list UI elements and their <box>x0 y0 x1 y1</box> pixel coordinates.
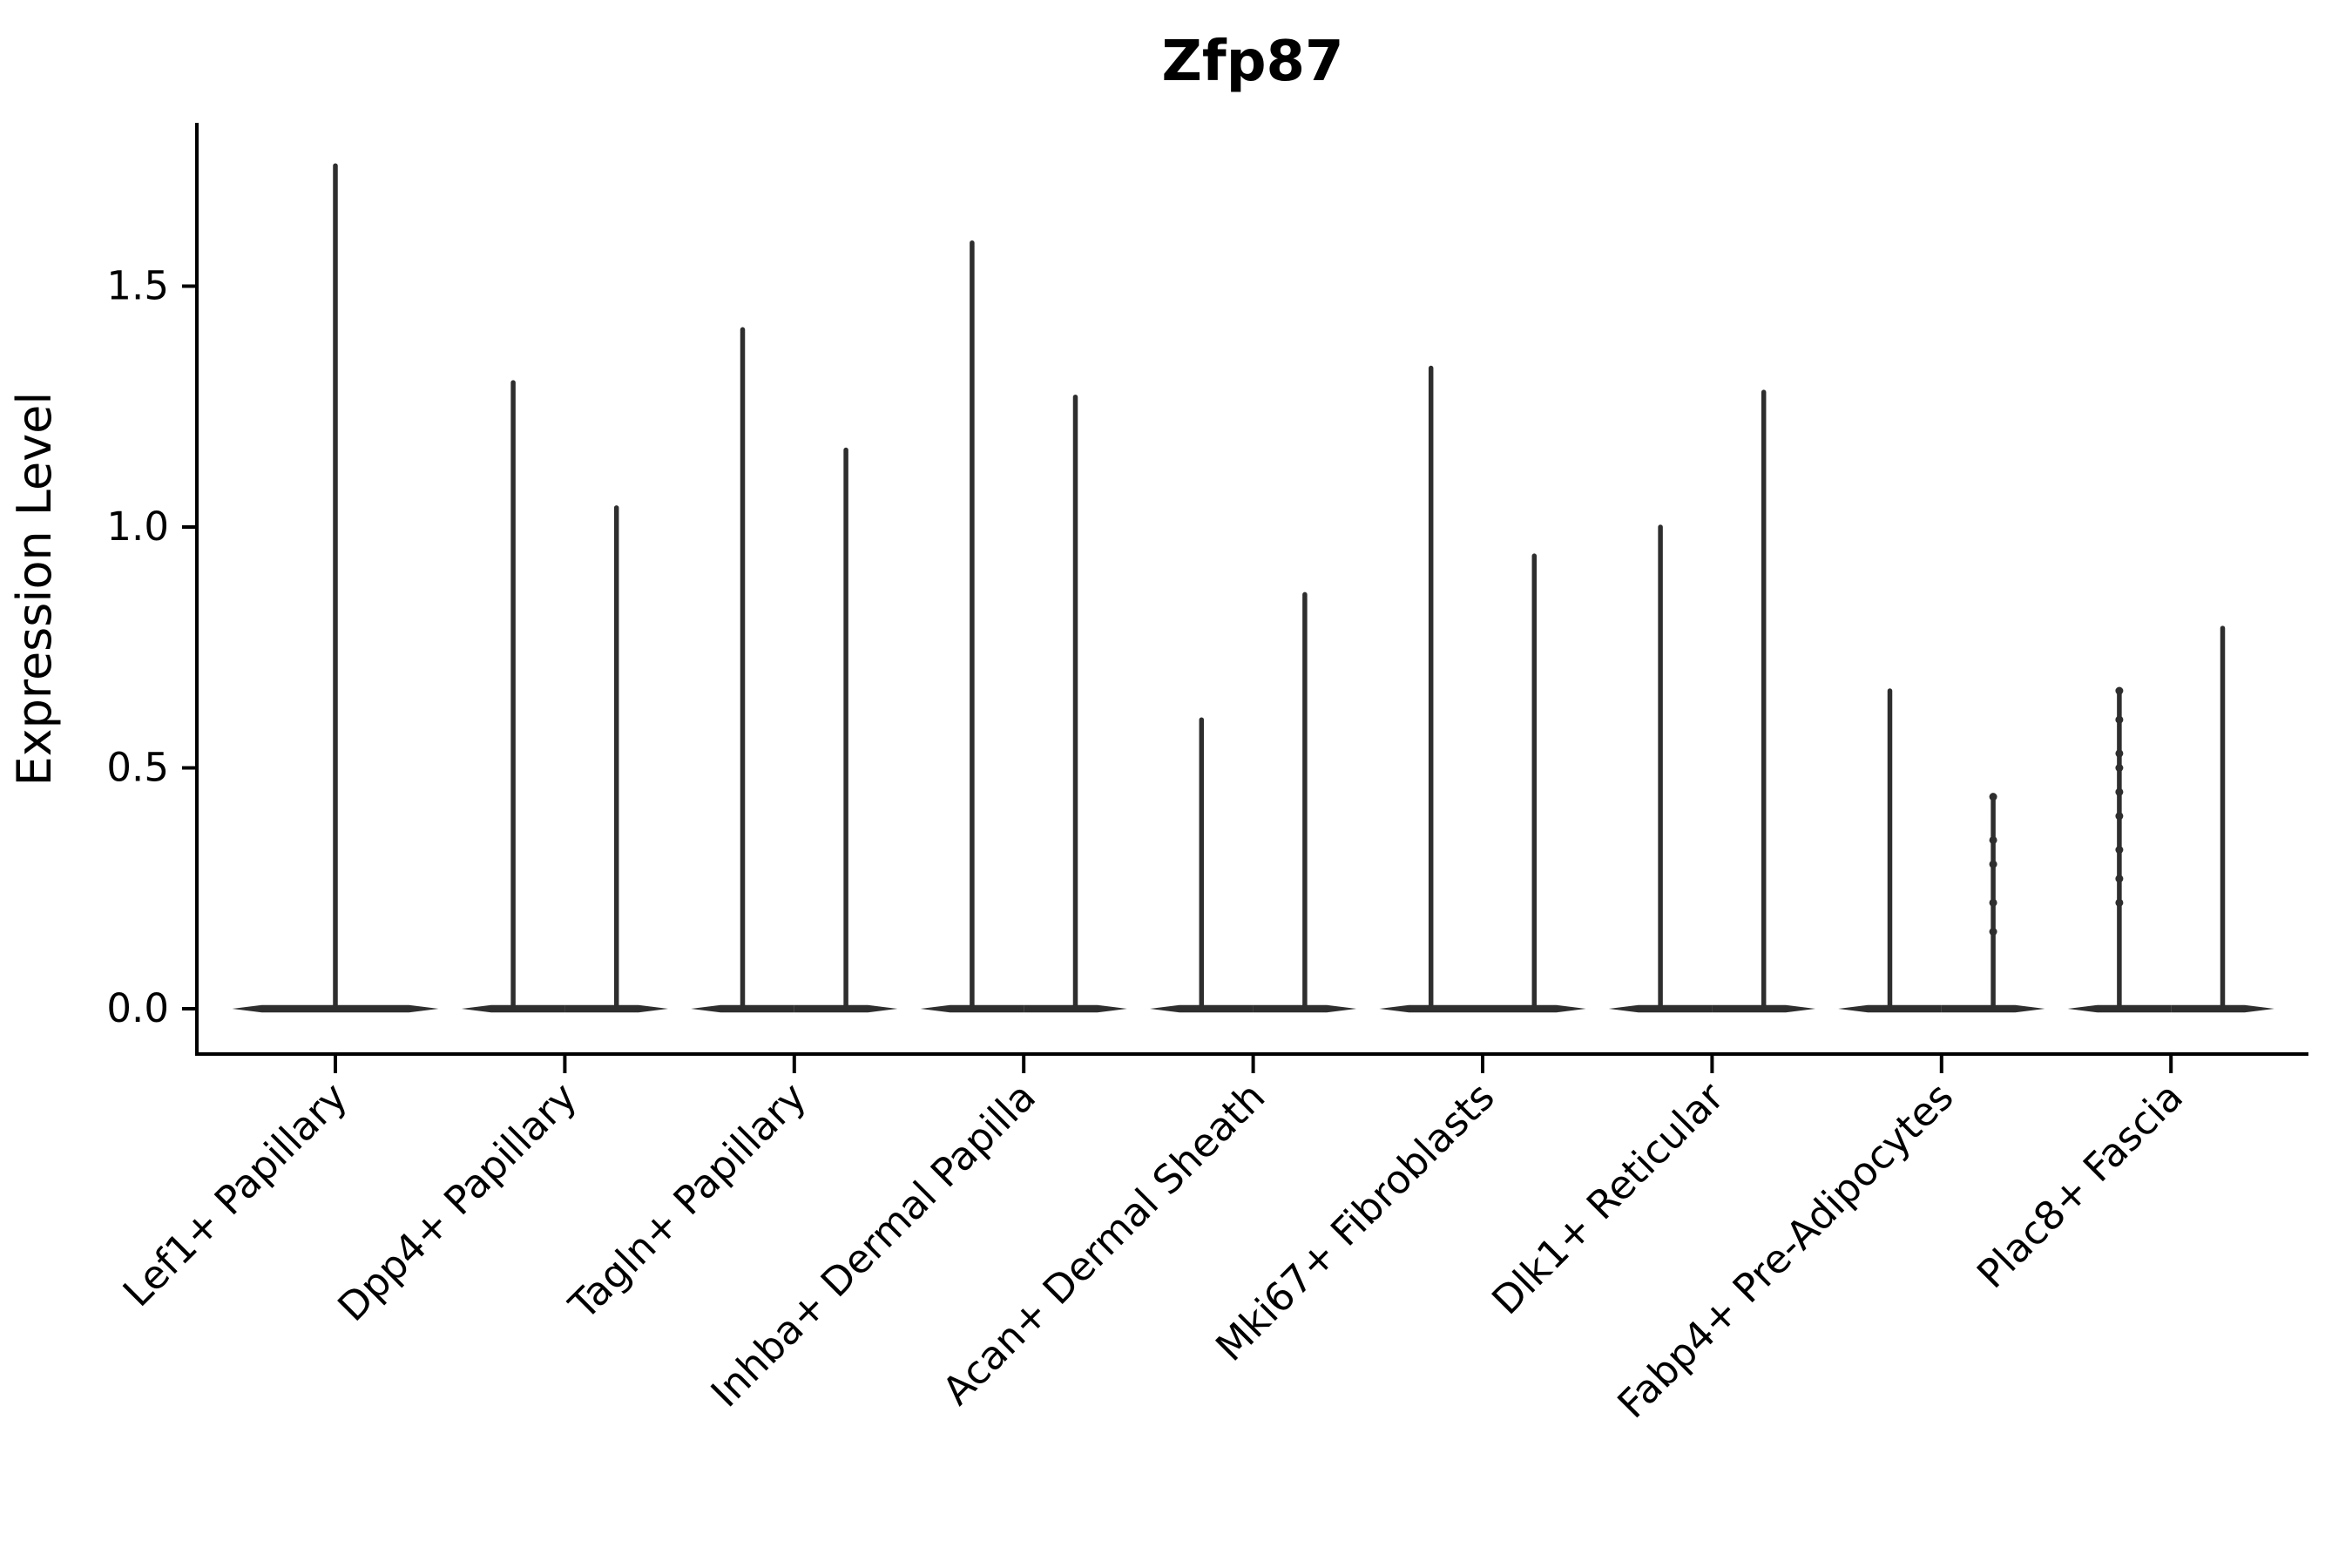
expression-dot <box>2115 898 2124 907</box>
expression-dot <box>1989 835 1997 844</box>
expression-dot <box>2115 686 2124 695</box>
expression-dot <box>2115 787 2124 796</box>
y-tick-label: 1.0 <box>106 504 169 550</box>
expression-dot <box>1989 793 1997 801</box>
expression-dot <box>2115 764 2124 772</box>
y-axis-label: Expression Level <box>7 392 62 787</box>
expression-dot <box>1989 898 1997 907</box>
y-tick-label: 0.5 <box>106 745 169 791</box>
x-tick-label: Plac8+ Fascia <box>1968 1073 2192 1297</box>
expression-dot <box>2115 812 2124 821</box>
expression-dot <box>2115 875 2124 883</box>
y-axis-ticks: 0.0 0.5 1.0 1.5 <box>106 263 197 1031</box>
x-tick-label: Lef1+ Papillary <box>114 1073 356 1315</box>
expression-dot <box>2115 846 2124 855</box>
chart-title: Zfp87 <box>1161 30 1343 94</box>
x-tick-label: Dlk1+ Reticular <box>1483 1073 1733 1323</box>
x-tick-label: Dpp4+ Papillary <box>328 1073 585 1330</box>
expression-dot <box>1989 928 1997 936</box>
y-tick-label: 1.5 <box>106 263 169 309</box>
x-tick-label: Tagln+ Papillary <box>559 1073 814 1328</box>
expression-dot <box>1989 860 1997 868</box>
expression-dot <box>2115 715 2124 724</box>
violins-group <box>232 163 2274 1013</box>
y-tick-label: 0.0 <box>106 985 169 1031</box>
expression-dot <box>2115 749 2124 758</box>
